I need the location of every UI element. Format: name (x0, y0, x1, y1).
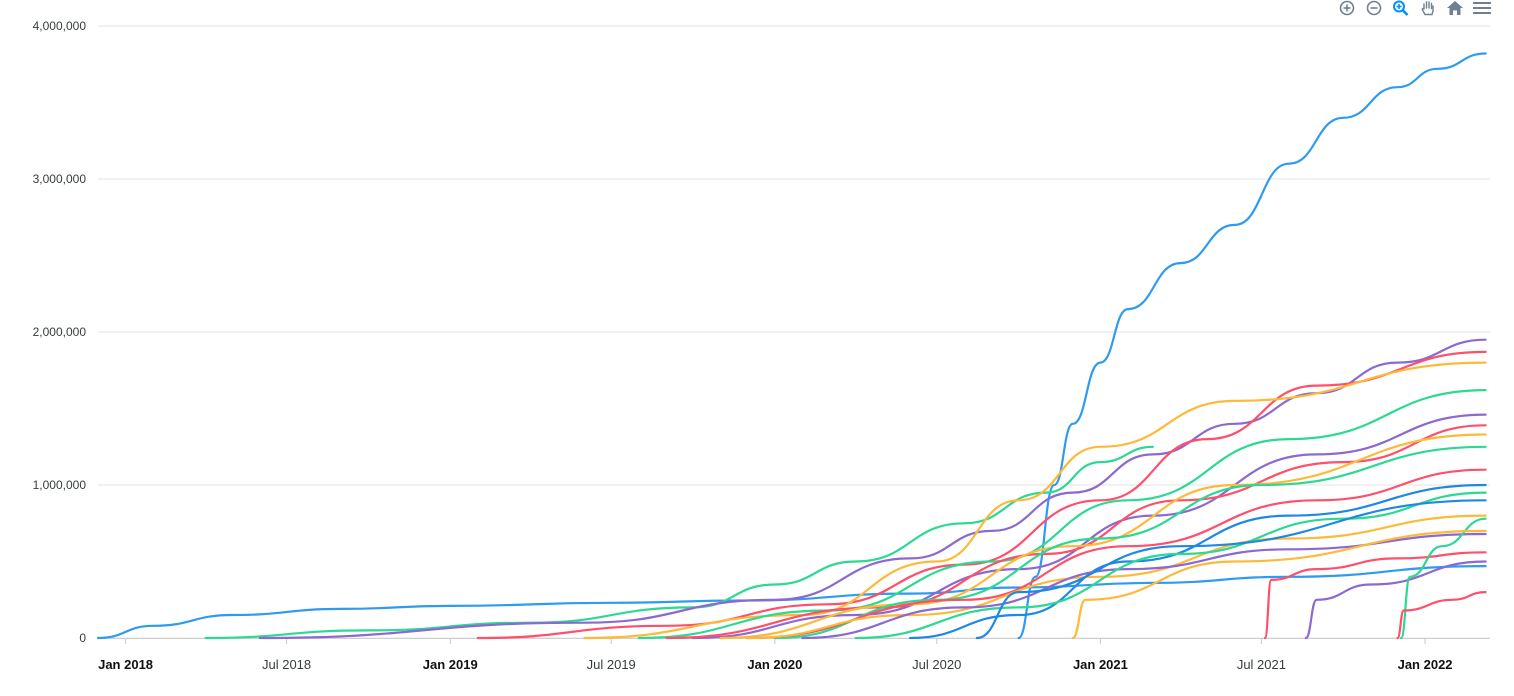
series-line-2[interactable] (1017, 52, 1487, 640)
pan-hand-icon (1421, 1, 1434, 16)
chart-toolbar (1337, 0, 1492, 16)
x-tick-label: Jan 2019 (423, 657, 478, 672)
y-tick-label: 0 (79, 631, 86, 645)
zoom-in-icon (1339, 0, 1355, 16)
pan-button[interactable] (1418, 0, 1438, 16)
selection-zoom-button[interactable] (1391, 0, 1411, 16)
menu-icon (1473, 2, 1491, 14)
y-tick-label: 2,000,000 (33, 325, 87, 339)
grid-lines (98, 25, 1490, 639)
series-line-14[interactable] (746, 514, 1487, 640)
series-line-12[interactable] (909, 483, 1487, 640)
series-line-13[interactable] (746, 468, 1487, 640)
x-tick-label: Jan 2021 (1073, 657, 1128, 672)
x-tick-label: Jul 2021 (1237, 657, 1286, 672)
series-lines (96, 52, 1487, 640)
series-line-3[interactable] (204, 445, 1154, 640)
reset-zoom-button[interactable] (1445, 0, 1465, 16)
y-tick-label: 3,000,000 (33, 172, 87, 186)
x-tick-label: Jul 2020 (912, 657, 961, 672)
series-line-21[interactable] (1071, 529, 1487, 640)
series-line-6[interactable] (583, 361, 1487, 640)
x-tick-label: Jul 2019 (587, 657, 636, 672)
y-axis-labels: 0 1,000,000 2,000,000 3,000,000 4,000,000 (33, 19, 87, 645)
series-line-7[interactable] (637, 389, 1487, 640)
x-tick-label: Jul 2018 (262, 657, 311, 672)
menu-button[interactable] (1472, 0, 1492, 16)
series-line-11[interactable] (773, 445, 1487, 640)
selection-zoom-icon (1393, 0, 1409, 16)
zoom-in-button[interactable] (1337, 0, 1357, 16)
y-tick-label: 1,000,000 (33, 478, 87, 492)
series-line-17[interactable] (1263, 551, 1487, 640)
series-line-22[interactable] (975, 499, 1487, 640)
series-line-10[interactable] (719, 433, 1487, 640)
x-tick-label: Jan 2020 (747, 657, 802, 672)
series-line-16[interactable] (854, 491, 1487, 640)
x-tick-label: Jan 2022 (1398, 657, 1453, 672)
x-tick-label: Jan 2018 (98, 657, 153, 672)
series-line-20[interactable] (1396, 591, 1487, 640)
series-line-5[interactable] (476, 350, 1487, 640)
reset-home-icon (1447, 1, 1463, 15)
series-line-18[interactable] (1304, 560, 1487, 640)
x-axis: Jan 2018 Jul 2018 Jan 2019 Jul 2019 Jan 2020… (98, 638, 1490, 672)
series-line-1[interactable] (96, 565, 1487, 640)
zoom-out-button[interactable] (1364, 0, 1384, 16)
zoom-out-icon (1366, 0, 1382, 16)
y-tick-label: 4,000,000 (33, 19, 87, 33)
